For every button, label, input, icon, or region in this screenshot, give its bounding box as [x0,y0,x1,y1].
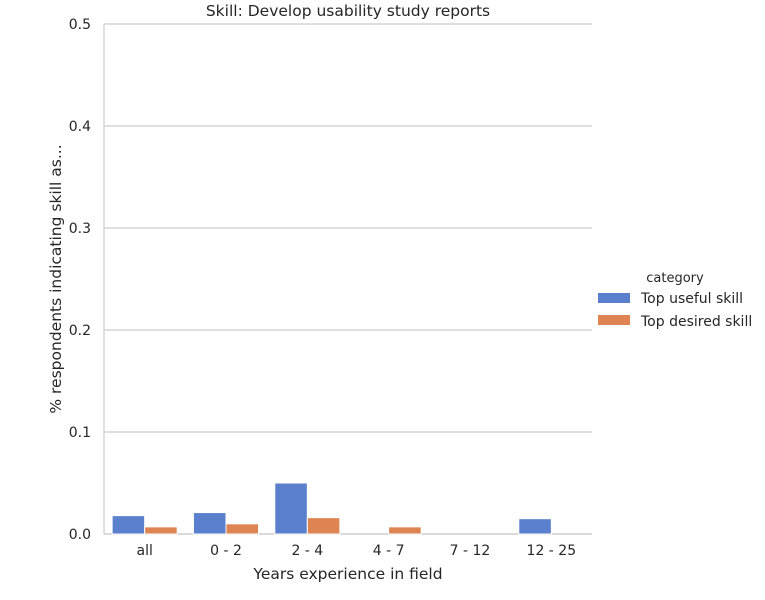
bars [111,482,552,535]
chart-title: Skill: Develop usability study reports [206,2,490,20]
y-tick-labels: 0.0 0.1 0.2 0.3 0.4 0.5 [69,17,91,543]
legend-swatch-top-desired [598,315,630,325]
bar-top-useful-5 [518,518,552,535]
x-tick-label: 0 - 2 [210,543,242,559]
bar-top-desired-0 [144,526,178,535]
x-tick-label: 4 - 7 [373,543,405,559]
bar-top-useful-1 [192,512,227,535]
y-axis-label: % respondents indicating skill as... [47,144,65,413]
bar-top-desired-2 [306,517,341,535]
y-tick-label: 0.2 [69,323,91,339]
x-tick-label: 7 - 12 [450,543,491,559]
legend-title: category [646,271,704,286]
bar-top-desired-1 [225,523,260,535]
x-tick-label: 12 - 25 [527,543,577,559]
y-tick-label: 0.5 [69,17,91,33]
bar-top-desired-3 [388,526,422,535]
legend-swatch-top-useful [598,293,630,303]
x-tick-label: 2 - 4 [291,543,323,559]
x-axis-label: Years experience in field [252,565,442,583]
x-tick-labels: all 0 - 2 2 - 4 4 - 7 7 - 12 12 - 25 [136,543,576,559]
y-tick-label: 0.3 [69,221,91,237]
axes [103,24,592,535]
bar-top-useful-0 [111,515,146,535]
gridlines [104,23,592,535]
y-tick-label: 0.0 [69,527,91,543]
y-tick-label: 0.4 [69,119,91,135]
y-tick-label: 0.1 [69,425,91,441]
legend: category Top useful skill Top desired sk… [598,271,752,330]
bar-top-useful-2 [274,482,308,535]
legend-label-top-desired: Top desired skill [640,314,752,330]
x-tick-label: all [136,543,152,559]
legend-label-top-useful: Top useful skill [640,291,743,307]
